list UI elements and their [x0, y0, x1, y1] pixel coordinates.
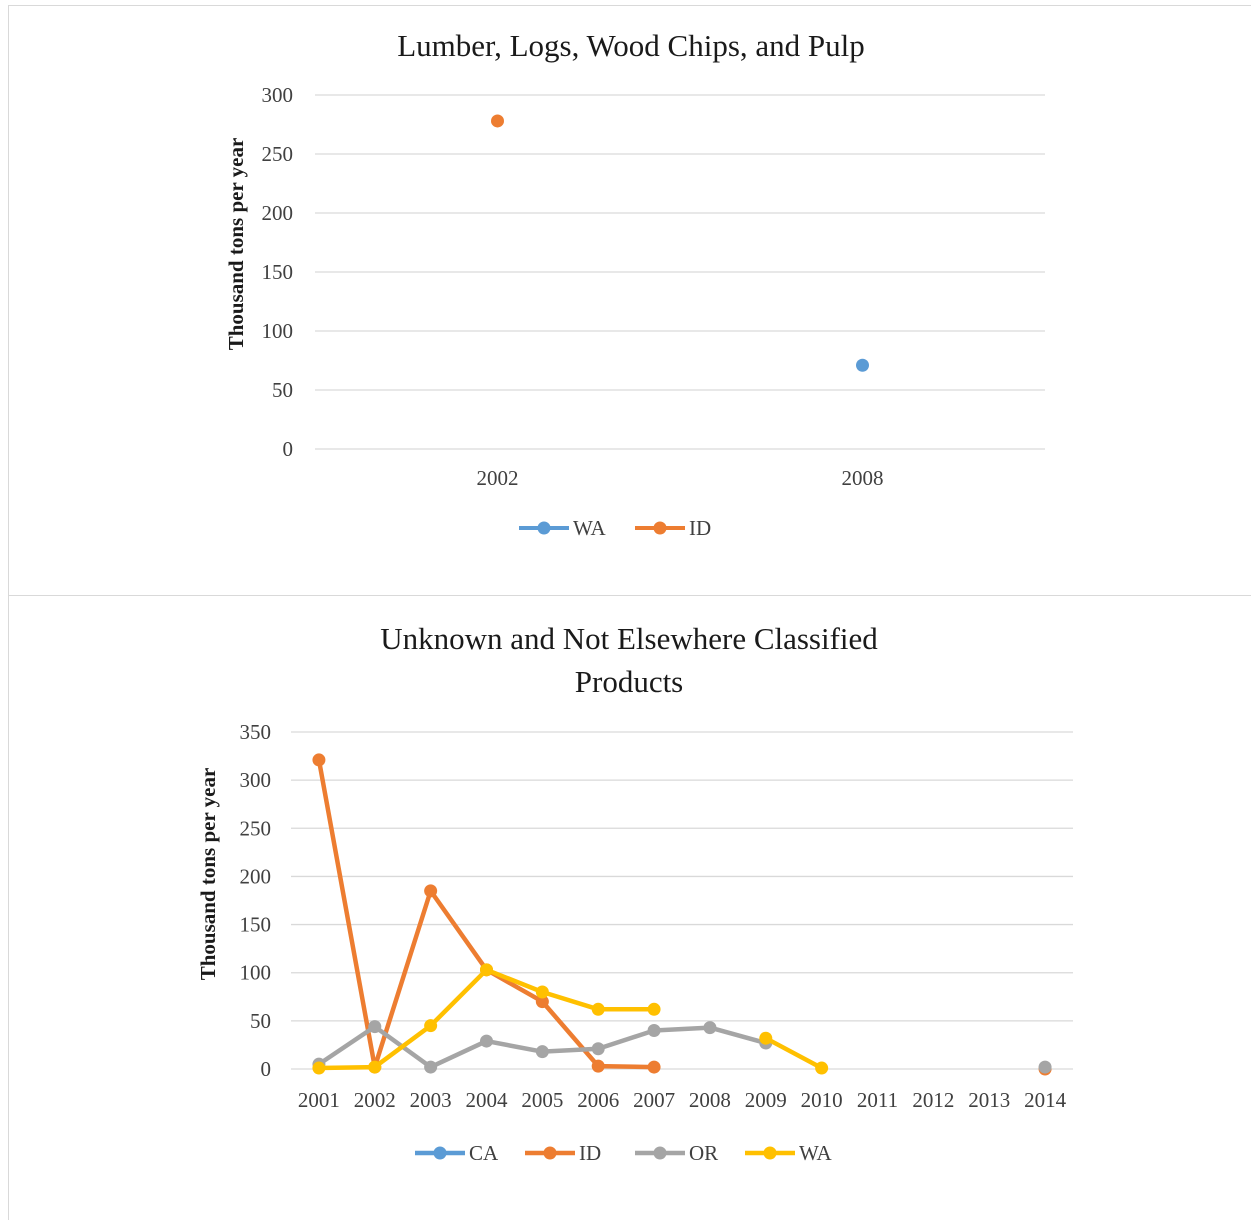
data-point-id-2002: [491, 114, 504, 128]
x-tick-label: 2008: [842, 466, 884, 490]
legend-label: CA: [469, 1141, 499, 1165]
data-point-wa-2001: [312, 1061, 326, 1075]
series-line-wa: [763, 1035, 824, 1071]
data-point-or-2014: [1038, 1060, 1052, 1074]
x-tick-label: 2002: [354, 1088, 396, 1112]
data-point-id-2001: [312, 753, 326, 767]
data-point-or-2003: [424, 1060, 438, 1074]
data-point-wa-2006: [591, 1002, 605, 1016]
y-tick-label: 250: [240, 816, 272, 840]
x-tick-label: 2013: [968, 1088, 1010, 1112]
series-line-wa: [316, 967, 657, 1071]
x-tick-label: 2008: [689, 1088, 731, 1112]
x-tick-label: 2011: [857, 1088, 898, 1112]
legend-label: WA: [799, 1141, 832, 1165]
data-point-or-2004: [480, 1034, 493, 1048]
y-tick-label: 300: [262, 83, 294, 107]
y-tick-label: 150: [240, 913, 272, 937]
y-tick-label: 100: [240, 961, 272, 985]
data-point-or-2006: [591, 1042, 605, 1056]
legend-swatch-marker: [537, 521, 551, 535]
legend-swatch-marker: [763, 1146, 777, 1160]
y-tick-label: 0: [261, 1057, 272, 1081]
y-tick-label: 0: [283, 437, 294, 461]
y-tick-label: 200: [240, 864, 272, 888]
y-tick-label: 350: [240, 720, 272, 744]
data-point-or-2005: [535, 1045, 549, 1059]
x-tick-label: 2006: [577, 1088, 619, 1112]
data-point-wa-2004: [480, 963, 493, 977]
y-tick-label: 300: [240, 768, 272, 792]
data-point-id-2007: [647, 1060, 661, 1074]
legend-item-or: OR: [635, 1141, 718, 1165]
legend-item-ca: CA: [415, 1141, 499, 1165]
data-point-id-2003: [424, 884, 438, 898]
x-tick-label: 2003: [410, 1088, 452, 1112]
x-tick-label: 2004: [466, 1088, 509, 1112]
chart-panel-unknown: Unknown and Not Elsewhere Classified Prod…: [8, 595, 1251, 1220]
data-point-wa-2005: [535, 985, 549, 999]
data-point-id-2006: [591, 1059, 605, 1073]
x-tick-label: 2005: [521, 1088, 563, 1112]
x-tick-label: 2007: [633, 1088, 675, 1112]
y-tick-label: 250: [262, 142, 294, 166]
y-tick-label: 100: [262, 319, 294, 343]
chart-title: Lumber, Logs, Wood Chips, and Pulp: [397, 28, 865, 63]
legend-item-id: ID: [635, 516, 711, 540]
data-point-wa-2009: [759, 1031, 773, 1045]
data-point-wa-2003: [424, 1019, 438, 1033]
x-tick-label: 2010: [801, 1088, 843, 1112]
legend-item-wa: WA: [745, 1141, 832, 1165]
legend-item-wa: WA: [519, 516, 606, 540]
data-point-wa-2008: [856, 358, 869, 372]
lumber-chart: Lumber, Logs, Wood Chips, and Pulp 0 50 100…: [224, 28, 1045, 540]
chart-title-line: Unknown and Not Elsewhere Classified: [380, 621, 878, 656]
chart-panel-lumber: Lumber, Logs, Wood Chips, and Pulp 0 50 100…: [8, 5, 1251, 596]
data-point-wa-2010: [815, 1061, 829, 1075]
x-tick-label: 2012: [912, 1088, 954, 1112]
y-axis-label: Thousand tons per year: [196, 768, 220, 981]
x-tick-label: 2014: [1024, 1088, 1067, 1112]
legend-item-id: ID: [525, 1141, 601, 1165]
unknown-products-chart: Unknown and Not Elsewhere Classified Prod…: [196, 621, 1073, 1165]
y-tick-label: 200: [262, 201, 294, 225]
legend-label: OR: [689, 1141, 718, 1165]
y-tick-label: 50: [250, 1009, 271, 1033]
data-point-id-2005: [535, 995, 549, 1009]
legend-swatch-marker: [543, 1146, 557, 1160]
legend-swatch-marker: [433, 1146, 447, 1160]
y-axis-label: Thousand tons per year: [224, 138, 248, 351]
y-tick-label: 150: [262, 260, 294, 284]
x-tick-label: 2002: [477, 466, 519, 490]
data-point-or-2008: [703, 1021, 717, 1035]
legend-swatch-marker: [653, 1146, 667, 1160]
legend-label: WA: [573, 516, 606, 540]
data-point-or-2007: [647, 1023, 661, 1037]
data-point-wa-2007: [647, 1002, 661, 1016]
chart-title-line: Products: [575, 664, 684, 699]
y-tick-label: 50: [272, 378, 293, 402]
data-point-wa-2002: [368, 1060, 382, 1074]
legend-label: ID: [579, 1141, 601, 1165]
x-tick-label: 2009: [745, 1088, 787, 1112]
data-point-or-2002: [368, 1020, 382, 1034]
x-tick-label: 2001: [298, 1088, 340, 1112]
legend-label: ID: [689, 516, 711, 540]
legend-swatch-marker: [653, 521, 667, 535]
